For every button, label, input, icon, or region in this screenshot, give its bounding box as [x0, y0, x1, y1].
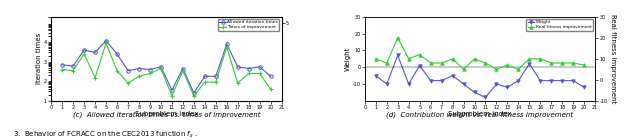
Real fitness improvement: [394, 37, 401, 39]
Y-axis label: Weight: Weight: [345, 47, 351, 71]
X-axis label: Subproblem index: Subproblem index: [448, 111, 512, 117]
Weight: [405, 83, 413, 85]
Real fitness improvement: [438, 62, 445, 64]
Times of improvement: [69, 70, 77, 72]
Real fitness improvement: [570, 62, 577, 64]
Times of improvement: [92, 77, 99, 79]
Allowed iteration times: [201, 75, 209, 77]
Weight: [460, 83, 467, 85]
Real fitness improvement: [383, 62, 390, 64]
Real fitness improvement: [547, 62, 555, 64]
Real fitness improvement: [580, 64, 588, 66]
Times of improvement: [179, 70, 187, 72]
Weight: [427, 80, 435, 81]
Allowed iteration times: [223, 43, 230, 45]
Text: 3.  Behavior of FCRACC on the CEC2013 function $f_s$ .: 3. Behavior of FCRACC on the CEC2013 fun…: [13, 130, 197, 140]
Weight: [372, 75, 380, 76]
Times of improvement: [190, 95, 198, 97]
Real fitness improvement: [504, 64, 511, 66]
Allowed iteration times: [190, 92, 198, 94]
Times of improvement: [223, 46, 230, 48]
Real fitness improvement: [515, 68, 522, 70]
Weight: [504, 87, 511, 88]
Allowed iteration times: [212, 75, 220, 77]
Allowed iteration times: [124, 70, 132, 72]
Times of improvement: [201, 81, 209, 83]
Real fitness improvement: [482, 62, 490, 64]
Allowed iteration times: [113, 53, 121, 55]
Allowed iteration times: [267, 75, 275, 77]
Times of improvement: [168, 95, 176, 97]
Allowed iteration times: [102, 40, 110, 41]
Allowed iteration times: [135, 68, 143, 69]
Times of improvement: [234, 82, 241, 84]
Line: Times of improvement: Times of improvement: [60, 41, 273, 98]
Weight: [525, 63, 533, 65]
Weight: [438, 80, 445, 81]
Times of improvement: [267, 88, 275, 90]
Weight: [570, 80, 577, 81]
Times of improvement: [256, 73, 264, 74]
Times of improvement: [102, 42, 110, 44]
Allowed iteration times: [256, 66, 264, 68]
Allowed iteration times: [168, 89, 176, 91]
Real fitness improvement: [493, 68, 500, 70]
Allowed iteration times: [245, 68, 253, 69]
Real fitness improvement: [525, 58, 533, 60]
Allowed iteration times: [146, 69, 154, 70]
Times of improvement: [58, 69, 66, 70]
Real fitness improvement: [405, 58, 413, 60]
Weight: [547, 80, 555, 81]
Times of improvement: [146, 73, 154, 74]
Line: Allowed iteration times: Allowed iteration times: [60, 39, 273, 95]
Times of improvement: [135, 75, 143, 77]
X-axis label: Subproblem index: Subproblem index: [134, 111, 198, 117]
Weight: [416, 65, 424, 66]
Real fitness improvement: [460, 68, 467, 70]
Weight: [493, 83, 500, 85]
Weight: [580, 87, 588, 88]
Real fitness improvement: [470, 58, 478, 60]
Legend: Weight, Real fitness improvement: Weight, Real fitness improvement: [527, 19, 593, 31]
Text: (d)  Contribution weight vs. real fitness improvement: (d) Contribution weight vs. real fitness…: [387, 111, 573, 118]
Weight: [470, 92, 478, 93]
Real fitness improvement: [536, 58, 544, 60]
Weight: [536, 80, 544, 81]
Times of improvement: [124, 82, 132, 84]
Weight: [383, 83, 390, 85]
Weight: [559, 80, 566, 81]
Real fitness improvement: [427, 62, 435, 64]
Weight: [394, 55, 401, 56]
Allowed iteration times: [92, 52, 99, 53]
Times of improvement: [113, 70, 121, 72]
Real fitness improvement: [449, 58, 456, 60]
Line: Real fitness improvement: Real fitness improvement: [374, 36, 586, 71]
Times of improvement: [245, 73, 253, 74]
Text: (c)  Allowed iteration times vs. times of improvement: (c) Allowed iteration times vs. times of…: [73, 111, 260, 118]
Real fitness improvement: [416, 54, 424, 55]
Times of improvement: [157, 68, 164, 69]
Real fitness improvement: [559, 62, 566, 64]
Legend: Allowed iteration times, Times of improvement: Allowed iteration times, Times of improv…: [218, 19, 280, 31]
Times of improvement: [80, 53, 88, 55]
Line: Weight: Weight: [374, 54, 586, 99]
Allowed iteration times: [179, 68, 187, 69]
Allowed iteration times: [234, 66, 241, 68]
Weight: [515, 80, 522, 81]
Y-axis label: Real fitness improvement: Real fitness improvement: [610, 14, 616, 103]
Times of improvement: [212, 81, 220, 83]
Y-axis label: Iteration times: Iteration times: [36, 33, 42, 84]
Allowed iteration times: [80, 49, 88, 51]
Real fitness improvement: [372, 58, 380, 60]
Allowed iteration times: [157, 66, 164, 68]
Weight: [449, 75, 456, 76]
Weight: [482, 97, 490, 98]
Allowed iteration times: [58, 64, 66, 66]
Allowed iteration times: [69, 65, 77, 67]
